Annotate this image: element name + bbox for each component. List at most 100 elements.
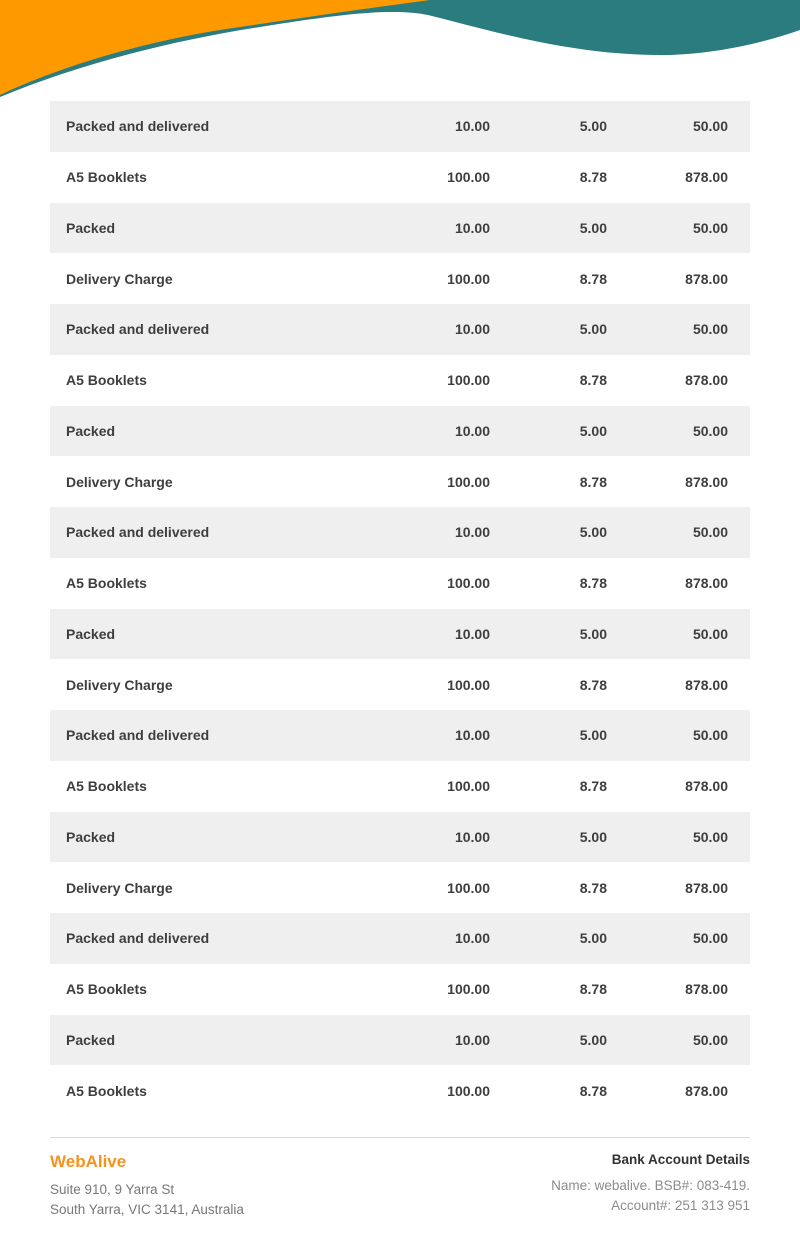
quantity-cell: 10.00	[454, 1031, 490, 1048]
unit-price-cell: 5.00	[579, 524, 607, 541]
total-cell: 50.00	[692, 524, 728, 541]
total-cell: 878.00	[685, 372, 728, 389]
quantity-cell: 100.00	[447, 575, 490, 592]
table-row: Packed and delivered 10.00 5.00 50.00	[50, 913, 750, 964]
unit-price-cell: 8.78	[579, 169, 607, 186]
table-row: A5 Booklets 100.00 8.78 878.00	[50, 963, 750, 1015]
quantity-cell: 100.00	[447, 169, 490, 186]
item-name-cell: Delivery Charge	[66, 473, 173, 490]
quantity-cell: 100.00	[447, 676, 490, 693]
quantity-cell: 10.00	[454, 219, 490, 236]
total-cell: 878.00	[685, 169, 728, 186]
total-cell: 878.00	[685, 1082, 728, 1099]
total-cell: 50.00	[692, 828, 728, 845]
quantity-cell: 10.00	[454, 422, 490, 439]
address-line-1: Suite 910, 9 Yarra St	[50, 1182, 175, 1197]
table-row: Packed 10.00 5.00 50.00	[50, 608, 750, 660]
item-name-cell: A5 Booklets	[66, 575, 147, 592]
unit-price-cell: 5.00	[579, 1031, 607, 1048]
unit-price-cell: 8.78	[579, 981, 607, 998]
table-row: Delivery Charge 100.00 8.78 878.00	[50, 253, 750, 304]
quantity-cell: 10.00	[454, 625, 490, 642]
item-name-cell: Packed and delivered	[66, 727, 210, 744]
table-row: A5 Booklets 100.00 8.78 878.00	[50, 1065, 750, 1116]
table-row: A5 Booklets 100.00 8.78 878.00	[50, 557, 750, 609]
quantity-cell: 100.00	[447, 981, 490, 998]
total-cell: 878.00	[685, 778, 728, 795]
quantity-cell: 10.00	[454, 524, 490, 541]
item-name-cell: Packed and delivered	[66, 524, 210, 541]
item-name-cell: A5 Booklets	[66, 981, 147, 998]
table-row: Packed and delivered 10.00 5.00 50.00	[50, 710, 750, 761]
unit-price-cell: 5.00	[579, 422, 607, 439]
bank-details-line-1: Name: webalive. BSB#: 083-419.	[551, 1178, 750, 1193]
table-row: A5 Booklets 100.00 8.78 878.00	[50, 354, 750, 406]
company-info: WebAlive Suite 910, 9 Yarra St South Yar…	[50, 1152, 244, 1220]
unit-price-cell: 8.78	[579, 879, 607, 896]
unit-price-cell: 8.78	[579, 372, 607, 389]
bank-account-details: Bank Account Details Name: webalive. BSB…	[551, 1152, 750, 1220]
company-name: WebAlive	[50, 1152, 127, 1171]
orange-wave-shape	[0, 0, 430, 95]
invoice-table: Packed and delivered 10.00 5.00 50.00 A5…	[50, 101, 750, 1116]
item-name-cell: Delivery Charge	[66, 676, 173, 693]
bank-details-line-2: Account#: 251 313 951	[611, 1198, 750, 1213]
total-cell: 50.00	[692, 625, 728, 642]
quantity-cell: 10.00	[454, 727, 490, 744]
item-name-cell: Packed and delivered	[66, 118, 210, 135]
quantity-cell: 10.00	[454, 118, 490, 135]
table-row: Packed and delivered 10.00 5.00 50.00	[50, 304, 750, 355]
item-name-cell: Packed and delivered	[66, 321, 210, 338]
quantity-cell: 100.00	[447, 270, 490, 287]
item-name-cell: A5 Booklets	[66, 372, 147, 389]
quantity-cell: 10.00	[454, 930, 490, 947]
item-name-cell: A5 Booklets	[66, 169, 147, 186]
total-cell: 878.00	[685, 473, 728, 490]
quantity-cell: 100.00	[447, 778, 490, 795]
unit-price-cell: 5.00	[579, 219, 607, 236]
item-name-cell: Delivery Charge	[66, 879, 173, 896]
item-name-cell: Packed	[66, 828, 116, 845]
quantity-cell: 10.00	[454, 321, 490, 338]
item-name-cell: A5 Booklets	[66, 1082, 147, 1099]
table-row: A5 Booklets 100.00 8.78 878.00	[50, 151, 750, 203]
table-row: Packed 10.00 5.00 50.00	[50, 405, 750, 457]
address-line-2: South Yarra, VIC 3141, Australia	[50, 1202, 244, 1217]
unit-price-cell: 8.78	[579, 676, 607, 693]
quantity-cell: 100.00	[447, 372, 490, 389]
item-name-cell: Packed	[66, 219, 116, 236]
unit-price-cell: 8.78	[579, 575, 607, 592]
total-cell: 878.00	[685, 981, 728, 998]
quantity-cell: 10.00	[454, 828, 490, 845]
table-row: Packed 10.00 5.00 50.00	[50, 202, 750, 254]
total-cell: 50.00	[692, 321, 728, 338]
total-cell: 878.00	[685, 270, 728, 287]
table-row: Packed and delivered 10.00 5.00 50.00	[50, 101, 750, 152]
quantity-cell: 100.00	[447, 879, 490, 896]
quantity-cell: 100.00	[447, 1082, 490, 1099]
item-name-cell: Delivery Charge	[66, 270, 173, 287]
item-name-cell: Packed	[66, 1031, 116, 1048]
item-name-cell: Packed and delivered	[66, 930, 210, 947]
total-cell: 878.00	[685, 676, 728, 693]
total-cell: 50.00	[692, 727, 728, 744]
item-name-cell: Packed	[66, 625, 116, 642]
table-row: Packed 10.00 5.00 50.00	[50, 1014, 750, 1066]
item-name-cell: A5 Booklets	[66, 778, 147, 795]
footer: WebAlive Suite 910, 9 Yarra St South Yar…	[50, 1137, 750, 1220]
total-cell: 50.00	[692, 1031, 728, 1048]
total-cell: 50.00	[692, 118, 728, 135]
total-cell: 50.00	[692, 930, 728, 947]
unit-price-cell: 5.00	[579, 930, 607, 947]
table-row: Delivery Charge 100.00 8.78 878.00	[50, 659, 750, 710]
unit-price-cell: 8.78	[579, 270, 607, 287]
unit-price-cell: 8.78	[579, 778, 607, 795]
table-row: Packed 10.00 5.00 50.00	[50, 811, 750, 863]
unit-price-cell: 8.78	[579, 1082, 607, 1099]
bank-details-title: Bank Account Details	[611, 1152, 750, 1167]
unit-price-cell: 8.78	[579, 473, 607, 490]
table-row: Packed and delivered 10.00 5.00 50.00	[50, 507, 750, 558]
unit-price-cell: 5.00	[579, 321, 607, 338]
table-row: A5 Booklets 100.00 8.78 878.00	[50, 760, 750, 812]
item-name-cell: Packed	[66, 422, 116, 439]
